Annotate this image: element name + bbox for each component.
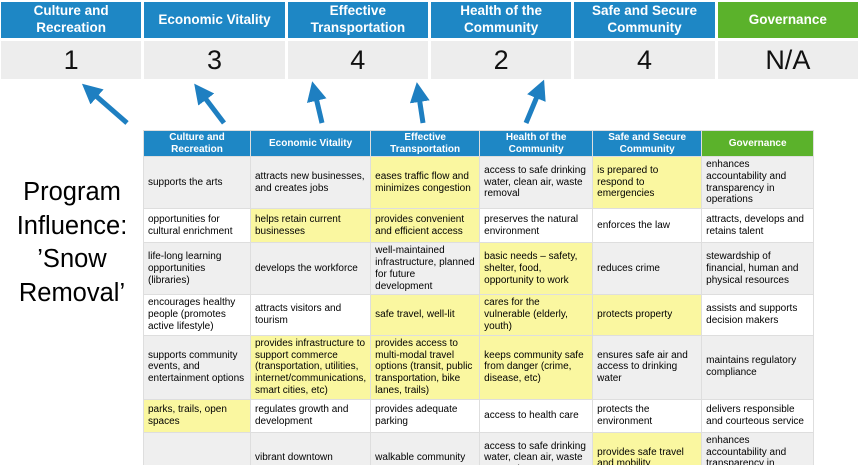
matrix-cell-r7-safe-and-secure-community: provides safe travel and mobility xyxy=(593,432,702,465)
matrix-cell-r5-economic-vitality: provides infrastructure to support comme… xyxy=(251,335,371,399)
matrix-cell-r2-effective-transportation: provides convenient and efficient access xyxy=(371,209,480,243)
matrix-header-safe-and-secure-community: Safe and Secure Community xyxy=(593,131,702,156)
scoreboard-header-effective-transportation: Effective Transportation xyxy=(287,2,428,38)
matrix-header-row: Culture and Recreation Economic Vitality E… xyxy=(144,131,814,156)
scoreboard-score-safe-and-secure-community: 4 xyxy=(574,41,715,79)
matrix-cell-r5-safe-and-secure-community: ensures safe air and access to drinking … xyxy=(593,335,702,399)
matrix-body: Culture and Recreation Economic Vitality E… xyxy=(144,131,814,465)
matrix-cell-r2-governance: attracts, develops and retains talent xyxy=(702,209,814,243)
matrix-row-7: vibrant downtown walkable community access… xyxy=(144,432,814,465)
matrix-row-3: life-long learning opportunities (librar… xyxy=(144,243,814,295)
matrix-header-culture-and-recreation: Culture and Recreation xyxy=(144,131,250,156)
scoreboard-header-culture-and-recreation: Culture and Recreation xyxy=(1,2,142,38)
matrix-cell-r1-economic-vitality: attracts new businesses, and creates job… xyxy=(251,157,371,209)
influence-arrow-1 xyxy=(81,83,129,125)
matrix-cell-r3-health-of-the-community: basic needs – safety, shelter, food, opp… xyxy=(480,243,593,295)
scoreboard-score-economic-vitality: 3 xyxy=(144,41,285,79)
influence-arrows xyxy=(81,79,546,125)
matrix-cell-r4-safe-and-secure-community: protects property xyxy=(593,295,702,335)
matrix-cell-r6-effective-transportation: provides adequate parking xyxy=(371,399,480,432)
matrix-header-effective-transportation: Effective Transportation xyxy=(371,131,480,156)
matrix-cell-r1-effective-transportation: eases traffic flow and minimizes congest… xyxy=(371,157,480,209)
influence-arrow-5 xyxy=(523,79,546,124)
program-influence-title: Program Influence: ’Snow Removal’ xyxy=(16,178,128,307)
scoreboard-score-health-of-the-community: 2 xyxy=(430,41,572,79)
matrix-row-5: supports community events, and entertain… xyxy=(144,335,814,399)
matrix-cell-r4-health-of-the-community: cares for the vulnerable (elderly, youth… xyxy=(480,295,593,335)
matrix-cell-r2-economic-vitality: helps retain current businesses xyxy=(251,209,371,243)
matrix-cell-r5-effective-transportation: provides access to multi-modal travel op… xyxy=(371,335,480,399)
matrix-cell-r6-safe-and-secure-community: protects the environment xyxy=(593,399,702,432)
influence-arrow-2 xyxy=(194,83,226,125)
matrix-cell-r4-economic-vitality: attracts visitors and tourism xyxy=(251,295,371,335)
scoreboard-header-economic-vitality: Economic Vitality xyxy=(144,2,285,38)
scoreboard-header-governance: Governance xyxy=(717,2,858,38)
matrix-header-governance: Governance xyxy=(702,131,814,156)
matrix-cell-r6-governance: delivers responsible and courteous servi… xyxy=(702,399,814,432)
matrix-cell-r2-health-of-the-community: preserves the natural environment xyxy=(480,209,593,243)
matrix-cell-r3-effective-transportation: well-maintained infrastructure, planned … xyxy=(371,243,480,295)
matrix-cell-r6-health-of-the-community: access to health care xyxy=(480,399,593,432)
matrix-cell-r3-governance: stewardship of financial, human and phys… xyxy=(702,243,814,295)
matrix-header-economic-vitality: Economic Vitality xyxy=(251,131,371,156)
influence-arrow-4 xyxy=(409,82,430,124)
matrix-cell-r7-health-of-the-community: access to safe drinking water, clean air… xyxy=(480,432,593,465)
matrix-cell-r5-culture-and-recreation: supports community events, and entertain… xyxy=(144,335,250,399)
scoreboard: Culture and Recreation Economic Vitality E… xyxy=(1,2,858,79)
matrix-cell-r2-safe-and-secure-community: enforces the law xyxy=(593,209,702,243)
influence-arrow-3 xyxy=(307,81,327,124)
matrix-cell-r2-culture-and-recreation: opportunities for cultural enrichment xyxy=(144,209,250,243)
scoreboard-header-safe-and-secure-community: Safe and Secure Community xyxy=(574,2,715,38)
matrix-cell-r3-culture-and-recreation: life-long learning opportunities (librar… xyxy=(144,243,250,295)
scoreboard-score-effective-transportation: 4 xyxy=(287,41,428,79)
matrix-cell-r5-governance: maintains regulatory compliance xyxy=(702,335,814,399)
matrix-cell-r6-economic-vitality: regulates growth and development xyxy=(251,399,371,432)
scoreboard-score-governance: N/A xyxy=(717,41,858,79)
scoreboard-score-culture-and-recreation: 1 xyxy=(1,41,142,79)
matrix-cell-r4-effective-transportation: safe travel, well-lit xyxy=(371,295,480,335)
matrix-cell-r6-culture-and-recreation: parks, trails, open spaces xyxy=(144,399,250,432)
matrix-cell-r3-safe-and-secure-community: reduces crime xyxy=(593,243,702,295)
matrix-cell-r7-culture-and-recreation xyxy=(144,432,250,465)
matrix-cell-r5-health-of-the-community: keeps community safe from danger (crime,… xyxy=(480,335,593,399)
influence-matrix-table: Culture and Recreation Economic Vitality E… xyxy=(143,130,815,465)
matrix-cell-r4-culture-and-recreation: encourages healthy people (promotes acti… xyxy=(144,295,250,335)
matrix-row-1: supports the arts attracts new businesses… xyxy=(144,157,814,209)
matrix-cell-r7-governance: enhances accountability and transparency… xyxy=(702,432,814,465)
matrix-header-health-of-the-community: Health of the Community xyxy=(480,131,593,156)
matrix-cell-r4-governance: assists and supports decision makers xyxy=(702,295,814,335)
matrix-row-6: parks, trails, open spaces regulates grow… xyxy=(144,399,814,432)
matrix-row-2: opportunities for cultural enrichment hel… xyxy=(144,209,814,243)
matrix-cell-r7-effective-transportation: walkable community xyxy=(371,432,480,465)
matrix-cell-r1-safe-and-secure-community: is prepared to respond to emergencies xyxy=(593,157,702,209)
matrix-row-4: encourages healthy people (promotes acti… xyxy=(144,295,814,335)
matrix-cell-r7-economic-vitality: vibrant downtown xyxy=(251,432,371,465)
matrix-cell-r1-governance: enhances accountability and transparency… xyxy=(702,157,814,209)
matrix-cell-r1-culture-and-recreation: supports the arts xyxy=(144,157,250,209)
matrix-cell-r3-economic-vitality: develops the workforce xyxy=(251,243,371,295)
scoreboard-header-health-of-the-community: Health of the Community xyxy=(430,2,572,38)
matrix-cell-r1-health-of-the-community: access to safe drinking water, clean air… xyxy=(480,157,593,209)
